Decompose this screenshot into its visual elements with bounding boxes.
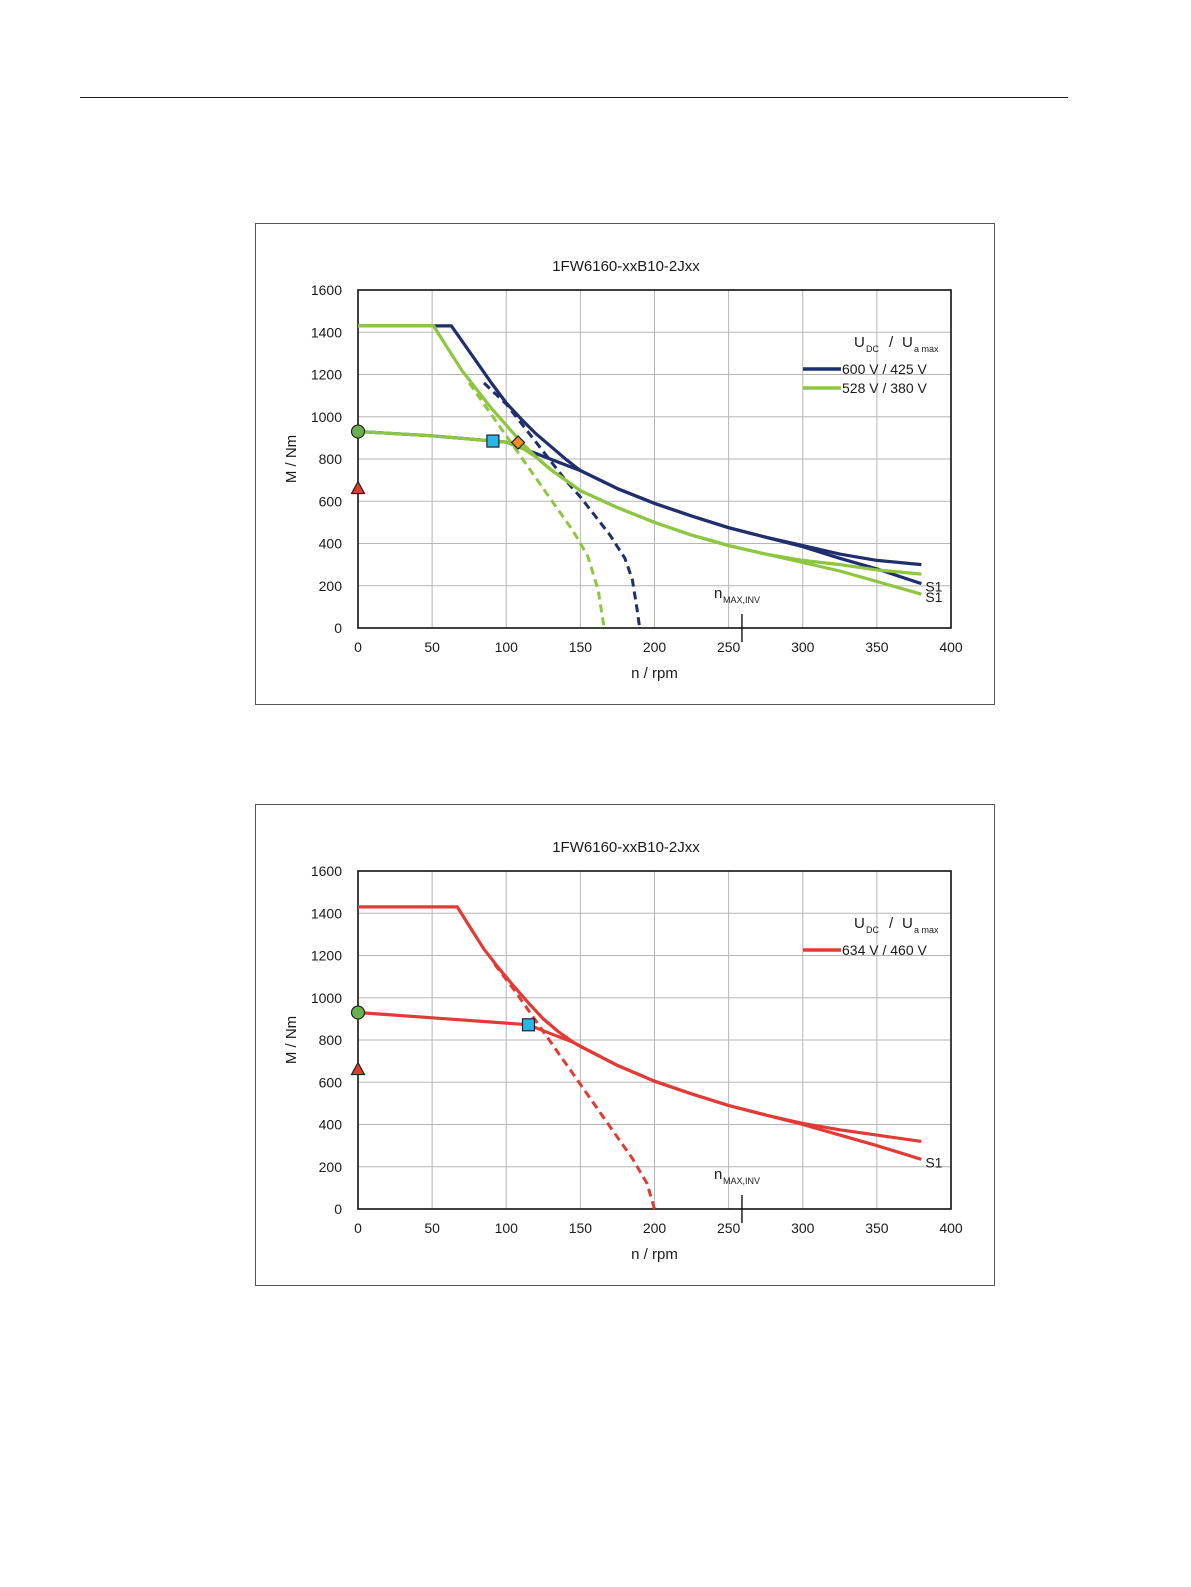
series-0-max-torque-curve <box>358 905 922 1143</box>
y-tick-label: 1200 <box>311 367 342 383</box>
series-0-dashed-curve <box>493 963 656 1210</box>
y-tick-label: 0 <box>334 620 342 636</box>
series-1-max-torque-curve <box>358 324 922 576</box>
marker-diamond <box>510 435 526 450</box>
x-axis-label: n / rpm <box>631 1246 678 1263</box>
legend-header-ua: U <box>902 334 913 351</box>
y-tick-label: 1000 <box>311 409 342 425</box>
y-tick-label: 1000 <box>311 990 342 1006</box>
x-tick-label: 300 <box>791 1220 815 1236</box>
x-tick-label: 0 <box>354 639 362 655</box>
y-tick-label: 200 <box>319 578 343 594</box>
chart-2-svg: 1FW6160-xxB10-2Jxx 0 50 100 150 200 250 300 350 4… <box>283 839 963 1263</box>
legend-header-udc-sub: DC <box>866 344 879 354</box>
marker-square <box>521 1018 536 1032</box>
y-tick-label: 0 <box>334 1201 342 1217</box>
series-0-max-torque-curve <box>358 324 922 567</box>
x-tick-label: 250 <box>717 639 741 655</box>
marker-circle <box>350 1005 366 1020</box>
nmax-inv-label: n <box>714 1166 722 1183</box>
x-tick-label: 300 <box>791 639 815 655</box>
series-0-dashed-curve <box>482 381 642 629</box>
x-axis-label: n / rpm <box>631 665 678 682</box>
x-tick-label: 100 <box>495 1220 519 1236</box>
x-tick-label: 200 <box>643 639 667 655</box>
series-1-s1-label: S1 <box>925 589 942 605</box>
y-tick-label: 600 <box>319 1074 343 1090</box>
x-tick-label: 0 <box>354 1220 362 1236</box>
chart-title: 1FW6160-xxB10-2Jxx <box>552 258 700 275</box>
legend-header-udc-sub: DC <box>866 925 879 935</box>
nmax-inv-label: n <box>714 585 722 602</box>
x-tick-label: 100 <box>495 639 519 655</box>
y-tick-label: 1600 <box>311 282 342 298</box>
marker-circle <box>350 424 366 439</box>
y-tick-label: 1600 <box>311 863 342 879</box>
marker-square <box>486 434 500 448</box>
y-tick-label: 200 <box>319 1159 343 1175</box>
x-tick-label: 150 <box>569 639 593 655</box>
legend-header-ua-sub: a max <box>914 344 939 354</box>
y-axis-label: M / Nm <box>283 1016 300 1064</box>
legend-header-udc: U <box>854 334 865 351</box>
torque-speed-chart-1: 1FW6160-xxB10-2Jxx 0 50 100 150 200 250 300 350 4… <box>255 223 995 705</box>
chart-title: 1FW6160-xxB10-2Jxx <box>552 839 700 856</box>
y-tick-label: 800 <box>319 1032 343 1048</box>
marker-triangle <box>350 480 366 495</box>
legend-entry-0: 634 V / 460 V <box>842 942 928 958</box>
y-tick-label: 800 <box>319 451 343 467</box>
chart-1-svg: 1FW6160-xxB10-2Jxx 0 50 100 150 200 250 300 350 4… <box>283 258 963 682</box>
y-axis-label: M / Nm <box>283 435 300 483</box>
legend-header-udc: U <box>854 915 865 932</box>
y-tick-label: 1400 <box>311 905 342 921</box>
x-tick-label: 350 <box>865 1220 889 1236</box>
plot-area-border <box>357 870 952 1210</box>
series-0-s1-label: S1 <box>925 579 942 595</box>
legend-header-sep: / <box>889 334 894 351</box>
x-tick-label: 50 <box>424 639 440 655</box>
series-0-s1-curve <box>357 429 922 586</box>
y-tick-label: 1200 <box>311 948 342 964</box>
nmax-inv-subscript: MAX,INV <box>723 1176 760 1186</box>
y-tick-label: 600 <box>319 493 343 509</box>
legend-entry-1: 528 V / 380 V <box>842 380 928 396</box>
series-1-dashed-curve <box>467 382 606 629</box>
legend-header-sep: / <box>889 915 894 932</box>
x-tick-label: 50 <box>424 1220 440 1236</box>
header-rule <box>80 97 1068 98</box>
nmax-inv-subscript: MAX,INV <box>723 595 760 605</box>
y-tick-label: 400 <box>319 1117 343 1133</box>
series-1-s1-curve <box>357 429 922 596</box>
x-tick-label: 400 <box>939 1220 963 1236</box>
legend-header-ua: U <box>902 915 913 932</box>
torque-speed-chart-2: 1FW6160-xxB10-2Jxx 0 50 100 150 200 250 300 350 4… <box>255 804 995 1286</box>
plot-area-border <box>357 289 952 629</box>
x-tick-label: 400 <box>939 639 963 655</box>
series-0-s1-label: S1 <box>925 1154 942 1170</box>
series-0-s1-curve <box>357 1010 922 1161</box>
y-tick-label: 1400 <box>311 324 342 340</box>
x-tick-label: 150 <box>569 1220 593 1236</box>
marker-triangle <box>350 1061 366 1076</box>
y-tick-label: 400 <box>319 536 343 552</box>
x-tick-label: 350 <box>865 639 889 655</box>
legend-entry-0: 600 V / 425 V <box>842 361 928 377</box>
x-tick-label: 250 <box>717 1220 741 1236</box>
x-tick-label: 200 <box>643 1220 667 1236</box>
legend-header-ua-sub: a max <box>914 925 939 935</box>
